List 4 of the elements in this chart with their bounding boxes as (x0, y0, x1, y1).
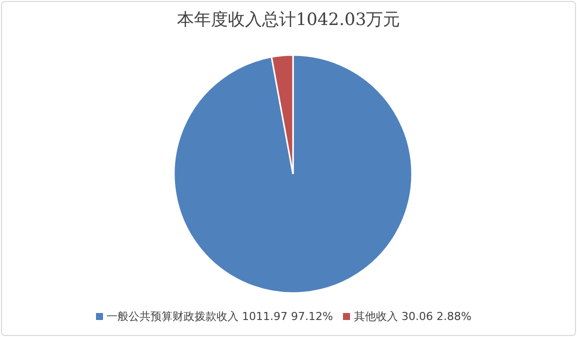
legend-label: 其他收入 30.06 2.88% (354, 310, 472, 323)
chart-title: 本年度收入总计1042.03万元 (176, 9, 402, 31)
legend-label: 一般公共预算财政拨款收入 1011.97 97.12% (106, 310, 333, 323)
pie-slice (173, 54, 413, 294)
